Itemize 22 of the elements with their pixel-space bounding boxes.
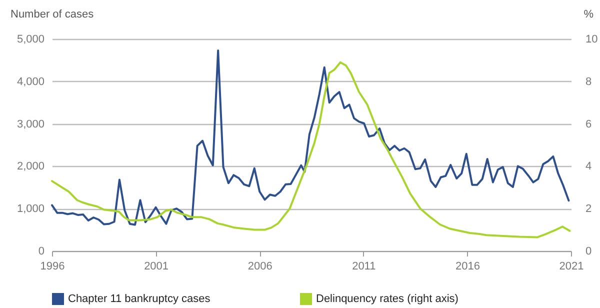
x-tick-label: 2011 [352,260,376,272]
y-axis-title: Number of cases [10,8,94,20]
legend-label: Delinquency rates (right axis) [316,293,458,305]
y-tick-label: 0 [38,246,44,258]
x-tick-label: 2006 [248,260,272,272]
y-tick-label: 5,000 [16,34,44,46]
y-tick-label: 1,000 [16,203,44,216]
y-tick-label: 3,000 [16,118,44,130]
y-tick-label: 4,000 [16,76,44,88]
x-tick-label: 2001 [144,260,169,272]
y2-tick-label: 4 [586,160,592,173]
y2-tick-label: 0 [586,246,592,258]
x-tick-label: 2016 [455,260,480,272]
legend-label: Chapter 11 bankruptcy cases [68,293,211,305]
y2-tick-label: 6 [586,118,592,130]
y-tick-label: 2,000 [16,160,44,173]
y2-tick-label: 2 [586,203,592,216]
x-tick-label: 1996 [40,260,65,272]
x-tick-label: 2021 [559,260,584,272]
y2-axis-title: % [584,8,594,20]
y2-tick-label: 10 [586,34,598,46]
y2-tick-label: 8 [586,76,592,88]
